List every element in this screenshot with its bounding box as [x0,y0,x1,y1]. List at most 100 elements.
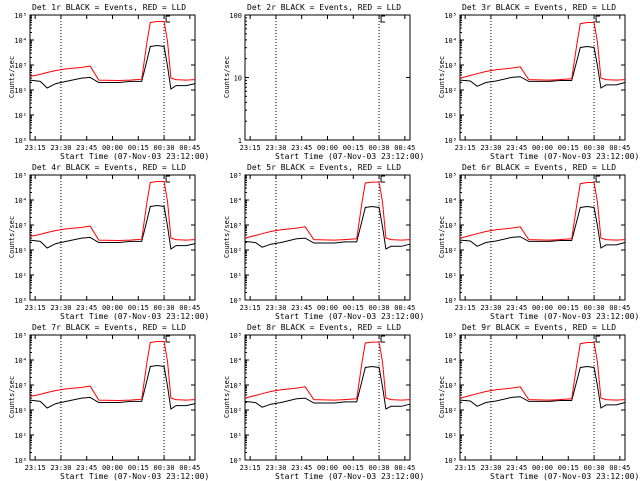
y-tick-label: 10³ [14,62,27,70]
x-tick-label: 23:30 [265,304,286,312]
x-tick-label: 23:30 [265,144,286,152]
x-tick-label: 23:45 [76,464,97,472]
x-tick-label: 23:15 [25,144,46,152]
y-tick-label: 10⁰ [14,137,27,145]
y-tick-label: 10⁴ [444,37,457,45]
x-axis-label: Start Time (07-Nov-03 23:12:00) [490,152,640,161]
x-tick-label: 00:15 [343,464,364,472]
y-tick-label: 10³ [14,222,27,230]
x-tick-label: 00:00 [102,144,123,152]
panel-title: Det 7r BLACK = Events, RED = LLD [32,323,187,332]
y-tick-label: 10² [444,407,457,415]
x-tick-label: 23:45 [506,304,527,312]
x-tick-label: 23:15 [240,464,261,472]
flare-bracket-mark [165,335,171,343]
y-tick-label: 10³ [229,222,242,230]
flare-bracket-mark [595,335,601,343]
series-line-events [29,44,196,90]
y-tick-label: 10⁰ [14,297,27,305]
y-tick-label: 10⁴ [444,197,457,205]
x-tick-label: 00:45 [179,144,200,152]
x-tick-label: 00:30 [584,464,605,472]
x-tick-label: 00:00 [532,304,553,312]
x-tick-label: 23:15 [455,304,476,312]
x-tick-label: 23:15 [25,304,46,312]
x-tick-label: 00:15 [558,464,579,472]
series-line-lld [29,21,196,82]
x-axis-label: Start Time (07-Nov-03 23:12:00) [60,312,210,321]
y-tick-label: 10⁵ [229,172,242,180]
series-line-events [244,365,411,410]
x-tick-label: 23:30 [480,144,501,152]
x-tick-label: 23:30 [50,464,71,472]
x-tick-label: 00:30 [154,144,175,152]
y-tick-label: 10² [444,247,457,255]
y-tick-label: 10³ [444,62,457,70]
y-tick-label: 10² [229,407,242,415]
y-tick-label: 10⁰ [444,457,457,465]
x-tick-label: 00:30 [584,304,605,312]
flare-bracket-mark [595,175,601,183]
x-tick-label: 23:30 [50,144,71,152]
x-tick-label: 23:30 [50,304,71,312]
panel-title: Det 4r BLACK = Events, RED = LLD [32,163,187,172]
series-line-lld [459,22,626,81]
x-tick-label: 00:45 [394,144,415,152]
y-tick-label: 10⁵ [444,172,457,180]
y-tick-label: 10⁴ [14,197,27,205]
y-tick-label: 10⁰ [14,457,27,465]
x-tick-label: 00:30 [369,304,390,312]
x-axis-label: Start Time (07-Nov-03 23:12:00) [275,312,425,321]
flare-bracket-mark [595,15,601,23]
panel-title: Det 6r BLACK = Events, RED = LLD [462,163,617,172]
x-tick-label: 00:45 [394,304,415,312]
y-tick-label: 10⁵ [14,172,27,180]
y-tick-label: 10 [234,75,242,83]
y-tick-label: 10³ [14,382,27,390]
x-tick-label: 00:30 [369,144,390,152]
x-tick-label: 23:30 [480,464,501,472]
x-tick-label: 23:45 [291,144,312,152]
x-tick-label: 00:00 [317,144,338,152]
x-axis-label: Start Time (07-Nov-03 23:12:00) [490,472,640,481]
x-axis-label: Start Time (07-Nov-03 23:12:00) [275,472,425,481]
x-tick-label: 00:00 [317,464,338,472]
x-tick-label: 00:00 [317,304,338,312]
y-tick-label: 10¹ [229,432,242,440]
x-tick-label: 23:45 [291,304,312,312]
x-tick-label: 00:00 [532,144,553,152]
x-tick-label: 00:15 [128,304,149,312]
x-tick-label: 00:30 [154,304,175,312]
series-line-lld [29,341,196,402]
series-line-lld [244,181,411,241]
x-tick-label: 23:45 [506,144,527,152]
y-tick-label: 10⁴ [14,37,27,45]
series-line-events [459,205,626,249]
y-tick-label: 10¹ [444,272,457,280]
y-tick-label: 10¹ [444,432,457,440]
series-line-lld [459,342,626,401]
x-tick-label: 23:30 [265,464,286,472]
flare-bracket-mark [165,175,171,183]
flare-bracket-mark [380,15,386,23]
x-axis-label: Start Time (07-Nov-03 23:12:00) [60,152,210,161]
x-tick-label: 23:45 [291,464,312,472]
x-tick-label: 00:15 [558,144,579,152]
y-tick-label: 100 [229,12,242,20]
y-tick-label: 10² [14,87,27,95]
panel-title: Det 5r BLACK = Events, RED = LLD [247,163,402,172]
x-tick-label: 00:00 [102,304,123,312]
x-axis-label: Start Time (07-Nov-03 23:12:00) [60,472,210,481]
series-line-events [29,204,196,250]
x-tick-label: 23:45 [76,304,97,312]
y-tick-label: 10⁵ [444,12,457,20]
panel-title: Det 1r BLACK = Events, RED = LLD [32,3,187,12]
y-tick-label: 10³ [444,382,457,390]
y-tick-label: 10² [444,87,457,95]
series-line-events [29,364,196,410]
